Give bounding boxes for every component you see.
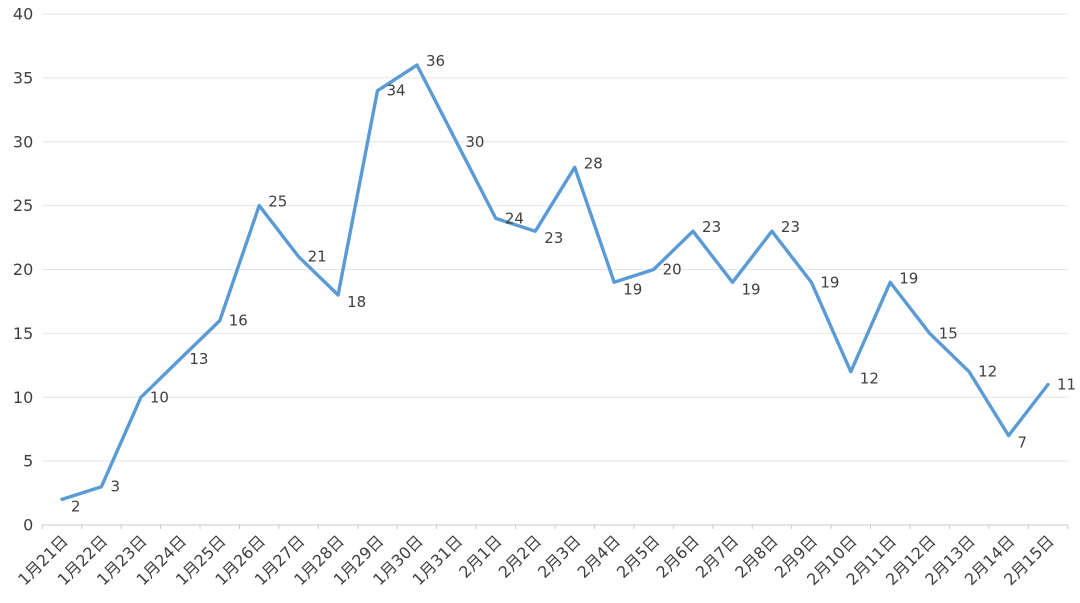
data-label: 20 [663, 261, 682, 279]
data-label: 30 [465, 133, 484, 151]
y-tick-label: 25 [13, 196, 33, 215]
y-tick-label: 10 [13, 388, 33, 407]
data-label: 25 [268, 193, 287, 211]
data-label: 12 [978, 363, 997, 381]
y-tick-label: 0 [23, 516, 33, 535]
data-label: 19 [741, 280, 760, 298]
data-label: 23 [781, 218, 800, 236]
data-label: 3 [110, 478, 120, 496]
gridlines [42, 13, 1068, 526]
data-label: 36 [426, 52, 445, 70]
data-label: 10 [150, 388, 169, 406]
data-label: 28 [584, 154, 603, 172]
data-label: 23 [702, 218, 721, 236]
y-tick-label: 40 [13, 5, 33, 24]
data-label: 34 [387, 82, 406, 100]
data-label: 18 [347, 293, 366, 311]
data-label: 19 [899, 269, 918, 287]
data-label: 16 [229, 312, 248, 330]
data-label: 2 [71, 497, 81, 515]
data-label: 19 [623, 280, 642, 298]
data-labels: 2310131625211834363024232819202319231912… [71, 52, 1076, 515]
y-tick-label: 20 [13, 260, 33, 279]
y-tick-label: 35 [13, 68, 33, 87]
data-label: 11 [1057, 375, 1076, 393]
data-label: 7 [1018, 434, 1028, 452]
data-label: 23 [544, 229, 563, 247]
data-label: 12 [860, 370, 879, 388]
data-series-line [60, 63, 1050, 502]
data-label: 13 [189, 350, 208, 368]
data-label: 21 [308, 248, 327, 266]
y-tick-label: 15 [13, 324, 33, 343]
x-axis-tick-marks [41, 525, 1069, 529]
y-tick-label: 30 [13, 132, 33, 151]
y-tick-label: 5 [23, 452, 33, 471]
y-axis-tick-labels: 0 5 10 15 20 25 30 35 40 [13, 5, 33, 535]
data-label: 24 [505, 209, 524, 227]
data-label: 15 [939, 324, 958, 342]
data-label: 19 [820, 273, 839, 291]
